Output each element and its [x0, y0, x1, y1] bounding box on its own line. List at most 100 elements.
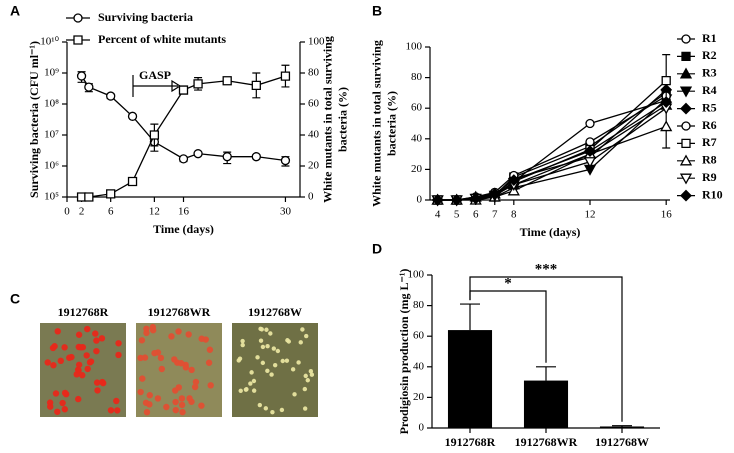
colony [83, 352, 90, 359]
colony [107, 407, 115, 414]
colony [259, 327, 264, 332]
x-tick-label: 5 [454, 209, 460, 221]
colony [303, 373, 308, 379]
legend-marker [680, 102, 692, 115]
colony [258, 338, 264, 343]
colony [114, 407, 121, 414]
colony [141, 354, 149, 361]
y-tick-label: 10⁹ [44, 67, 59, 79]
legend-label: R7 [702, 135, 717, 149]
colony [290, 367, 296, 372]
legend-marker [679, 86, 693, 98]
colony [185, 331, 192, 338]
data-point [127, 176, 138, 187]
colony [57, 357, 64, 365]
colony [171, 356, 178, 363]
image-caption: 1912768R [58, 305, 109, 319]
bar [599, 426, 645, 428]
x-tick-label: 6 [108, 206, 114, 218]
data-point [507, 174, 520, 187]
legend-label: R5 [702, 100, 717, 114]
data-point [660, 96, 673, 108]
x-tick-label: 6 [473, 209, 479, 221]
colony [99, 378, 106, 386]
colony [188, 366, 195, 374]
x-tick-label: 1912768R [445, 435, 496, 449]
panel-label: A [10, 3, 20, 19]
y2-tick-label: 40 [308, 129, 320, 141]
panel-label: D [372, 241, 382, 257]
bar [447, 330, 493, 428]
colony [54, 408, 61, 415]
data-point [106, 189, 116, 199]
axis-title: Prodigiosin production (mg L⁻¹) [397, 269, 411, 435]
colony [175, 384, 183, 391]
colony [113, 397, 120, 405]
x-tick-label: 16 [178, 206, 190, 218]
colony [270, 409, 275, 415]
colony [93, 379, 101, 386]
plate-photo [232, 323, 318, 417]
image-caption: 1912768W [248, 305, 302, 319]
series-line [81, 75, 286, 162]
colony [205, 359, 213, 366]
colony [146, 392, 153, 399]
axis-title: bacteria (%) [384, 91, 398, 156]
x-tick-label: 12 [585, 209, 596, 221]
y-tick-label: 10⁶ [44, 160, 59, 172]
colony [192, 378, 200, 386]
colony [163, 403, 170, 411]
legend-label: R4 [702, 83, 717, 97]
axis-title: White mutants in total surviving [369, 40, 383, 207]
colony [98, 335, 106, 342]
legend-label: R3 [702, 66, 717, 80]
data-point [280, 71, 291, 81]
y2-tick-label: 100 [308, 36, 325, 48]
colony [93, 347, 100, 355]
data-point [222, 76, 232, 86]
colony [302, 406, 308, 411]
data-point [76, 71, 87, 81]
colony [52, 390, 60, 397]
colony [279, 407, 285, 413]
x-tick-label: 8 [511, 209, 517, 221]
legend-marker [679, 154, 693, 166]
data-point [193, 149, 203, 159]
colony [260, 344, 266, 350]
y-tick-label: 40 [413, 360, 425, 372]
colony [149, 323, 157, 331]
colony [137, 388, 144, 396]
colony [143, 329, 150, 337]
colony [249, 370, 254, 375]
colony [84, 365, 91, 373]
colony [138, 337, 146, 344]
colony [296, 360, 301, 365]
colony [115, 351, 122, 359]
colony [61, 344, 68, 351]
y-tick-label: 10⁵ [44, 191, 59, 203]
colony [77, 344, 84, 351]
data-point [585, 118, 595, 129]
colony [66, 354, 73, 361]
y-tick-label: 40 [411, 132, 423, 144]
data-point [84, 82, 94, 92]
legend-marker [73, 13, 83, 23]
y2-tick-label: 0 [308, 191, 314, 203]
colony [47, 403, 54, 410]
axis-title: Surviving bacteria (CFU ml⁻¹) [27, 41, 41, 198]
colony [74, 366, 82, 373]
panel-label: B [372, 3, 382, 19]
legend-marker [679, 67, 693, 79]
y-tick-label: 0 [419, 422, 425, 434]
legend-label: R9 [702, 170, 717, 184]
annotation: *** [535, 261, 558, 277]
data-point [127, 111, 138, 121]
x-tick-label: 12 [149, 206, 160, 218]
colony [302, 386, 308, 392]
colony [75, 331, 83, 338]
data-point [84, 192, 94, 202]
data-point [280, 155, 291, 166]
colony [75, 361, 83, 368]
data-point [431, 194, 444, 206]
